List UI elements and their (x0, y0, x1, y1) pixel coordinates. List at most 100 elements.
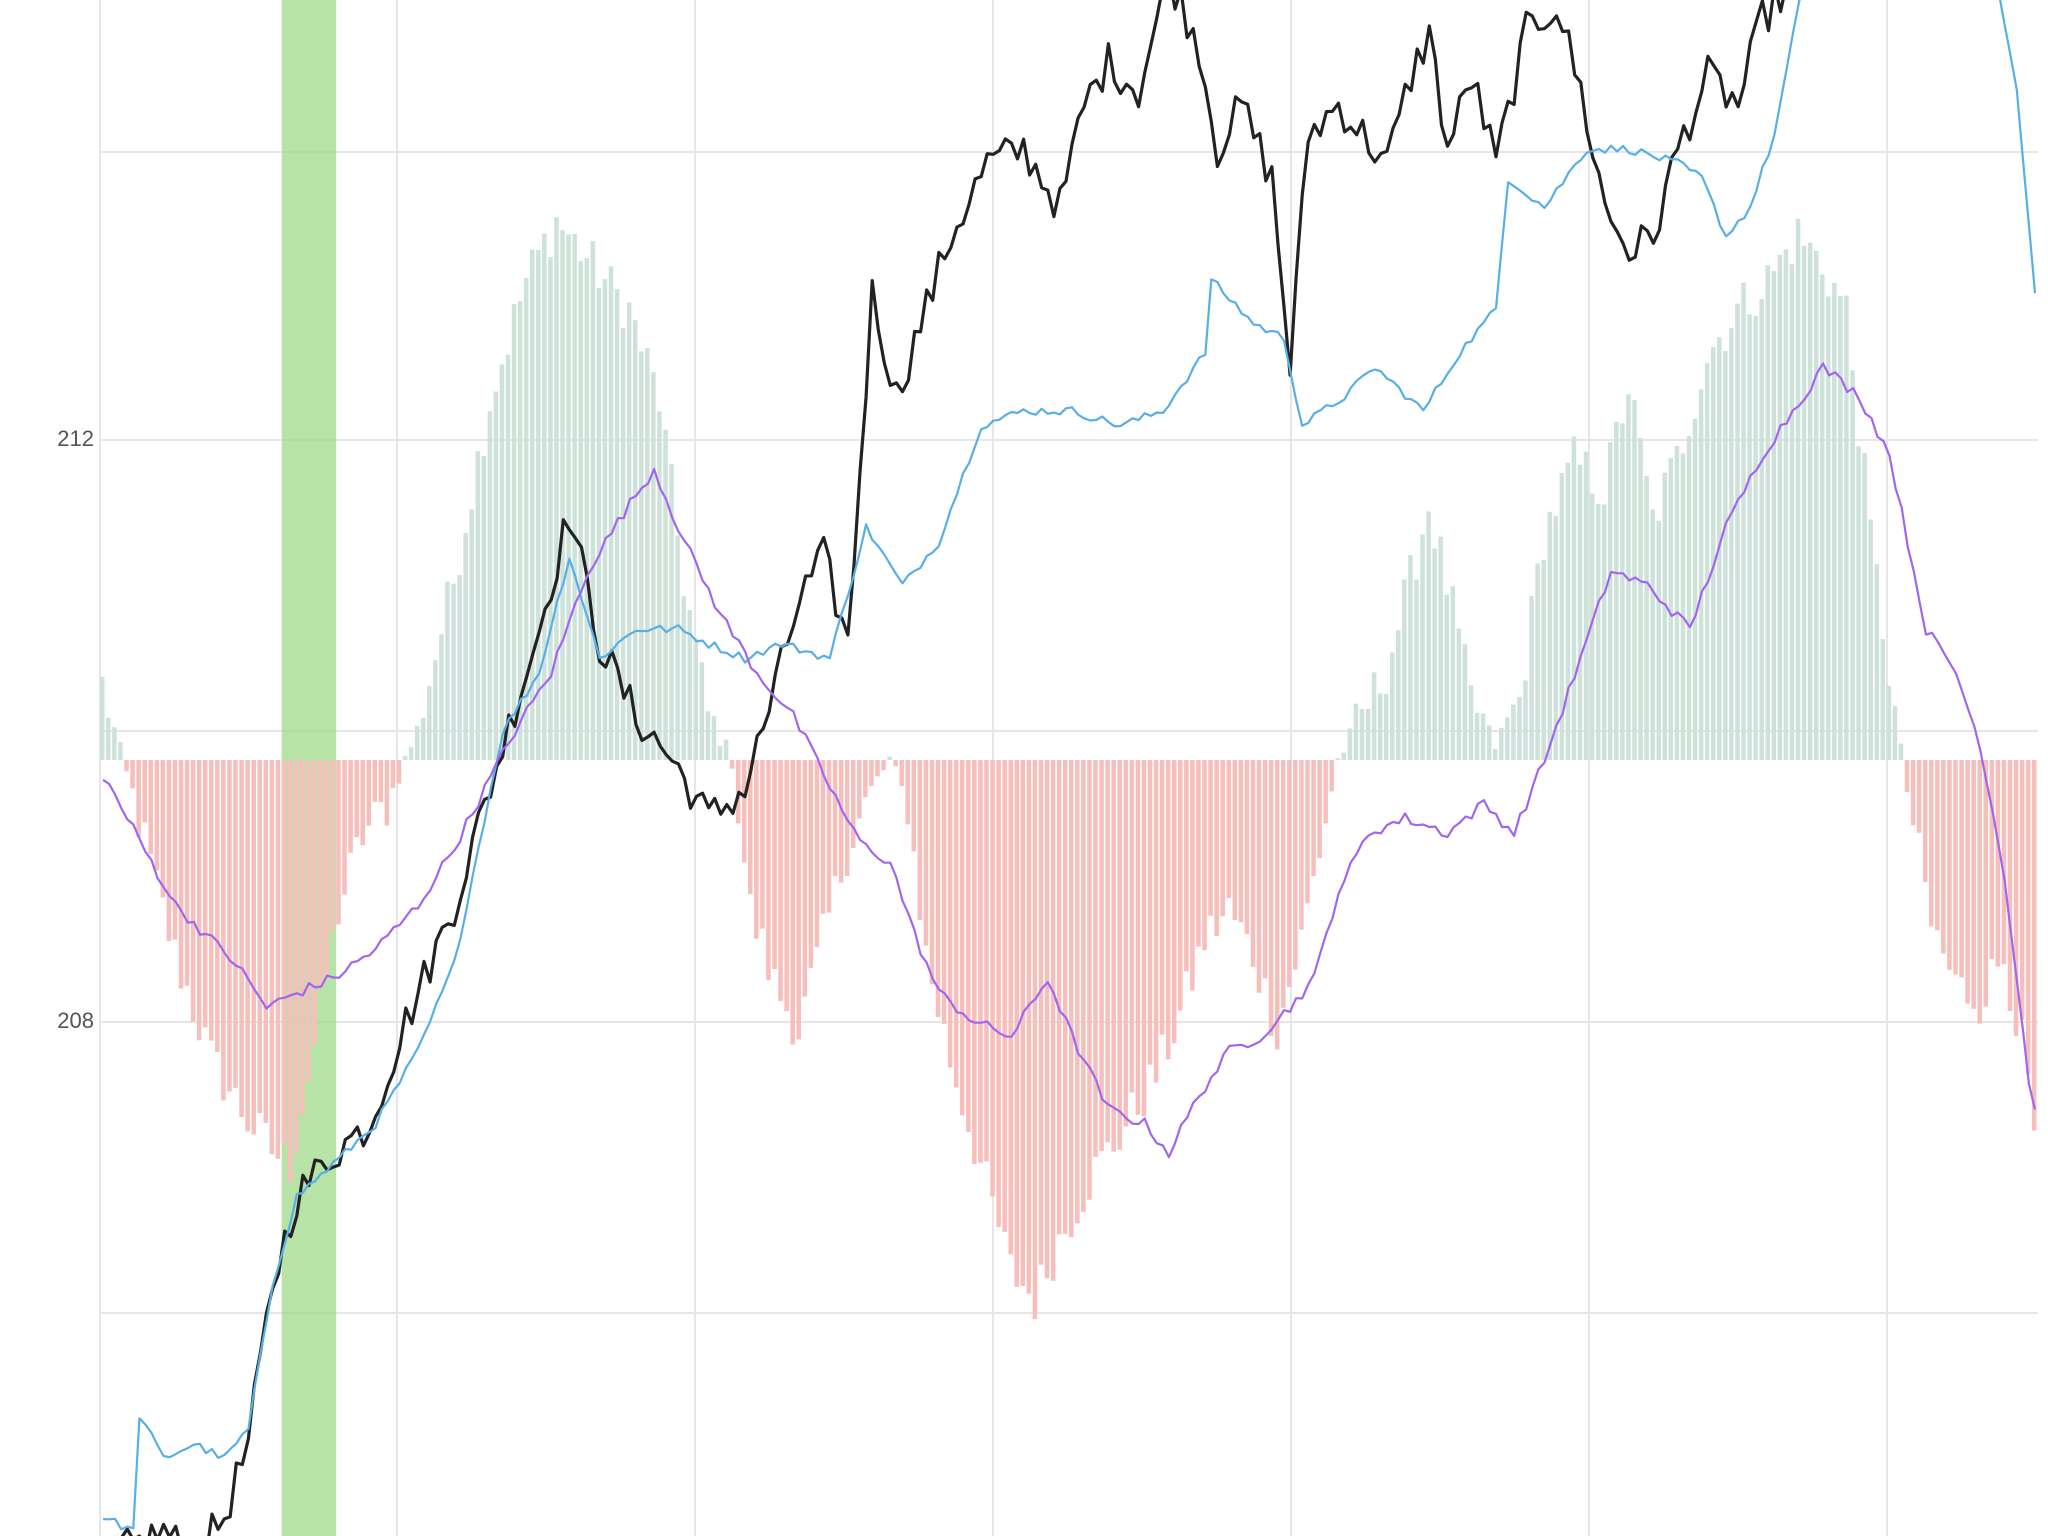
histogram-bar (1904, 760, 1910, 792)
histogram-bar (1777, 254, 1783, 760)
histogram-bar (1056, 760, 1062, 1235)
histogram-bar (390, 760, 396, 789)
histogram-bar (1305, 760, 1310, 904)
histogram-bar (154, 760, 160, 871)
histogram-bar (905, 760, 911, 825)
histogram-bar (838, 760, 844, 883)
histogram-bar (1832, 282, 1837, 760)
histogram-bar (632, 320, 638, 760)
histogram-bar (1656, 520, 1661, 760)
y-axis: 212 208 (57, 426, 94, 1033)
y-tick-label-212: 212 (57, 426, 94, 451)
histogram-bar (1910, 760, 1916, 826)
histogram-bar (221, 760, 226, 1101)
histogram-bar (1547, 511, 1552, 760)
histogram-bar (1220, 760, 1225, 917)
histogram-bar (293, 760, 299, 1153)
histogram-bar (311, 760, 317, 1045)
histogram-bar (360, 760, 365, 846)
histogram-bar (330, 760, 335, 931)
histogram-bar (124, 760, 129, 772)
histogram-bar (1135, 760, 1141, 1115)
histogram-bar (693, 638, 699, 760)
histogram-bar (1517, 696, 1522, 760)
histogram-bar (1941, 760, 1946, 954)
histogram-bar (1420, 534, 1425, 760)
histogram-bar (1256, 760, 1262, 993)
histogram-bar (281, 760, 287, 1144)
histogram-bar (1050, 760, 1056, 1281)
histogram-bar (850, 760, 856, 848)
histogram-bar (1535, 563, 1540, 760)
histogram-bar (148, 760, 153, 855)
histogram-bar (529, 249, 535, 761)
histogram-bar (1801, 245, 1807, 761)
histogram-bar (875, 760, 880, 777)
histogram-bar (1099, 760, 1104, 1151)
histogram-bar (1165, 760, 1171, 1060)
histogram-bar (826, 760, 832, 913)
histogram-bar (1184, 760, 1189, 972)
histogram-bar (366, 760, 372, 826)
histogram-bar (1123, 760, 1129, 1127)
histogram-bar (457, 575, 462, 760)
histogram-bar (433, 660, 438, 760)
histogram-bar (1953, 760, 1958, 975)
histogram-bar (1916, 760, 1922, 833)
histogram-bar (112, 727, 117, 760)
histogram-bar (1523, 680, 1528, 760)
histogram-bar (493, 391, 499, 760)
histogram-bar (899, 760, 904, 787)
histogram-bar (269, 760, 275, 1155)
histogram-bar (451, 583, 456, 760)
histogram-bar (1826, 296, 1831, 760)
histogram-bar (1735, 303, 1740, 760)
histogram-bar (1026, 760, 1032, 1294)
histogram-bar (984, 760, 989, 1162)
histogram-bar (499, 364, 505, 760)
histogram-bar (614, 289, 620, 760)
histogram-bar (1408, 555, 1413, 760)
histogram-bar (324, 760, 329, 980)
histogram-bar (548, 257, 553, 760)
histogram-bar (1274, 760, 1280, 1050)
histogram-bar (299, 760, 305, 1115)
histogram-bar (1874, 564, 1880, 760)
histogram-bar (1601, 504, 1607, 760)
histogram-bar (1759, 299, 1764, 760)
histogram-bar (318, 760, 323, 987)
histogram-bar (1299, 760, 1304, 930)
histogram-bar (1898, 743, 1904, 760)
histogram-bar (505, 354, 511, 760)
histogram-bar (657, 411, 662, 760)
histogram-bar (1583, 451, 1589, 760)
histogram-bar (1692, 418, 1698, 760)
histogram-bar (1226, 760, 1231, 899)
histogram-bar (1698, 389, 1704, 760)
histogram-bar (560, 230, 565, 760)
histogram-bar (1147, 760, 1153, 1065)
histogram-bar (1498, 727, 1504, 760)
y-tick-label-208: 208 (57, 1008, 94, 1033)
histogram-bar (1159, 760, 1165, 1035)
histogram-bar (166, 760, 172, 942)
histogram-bar (1595, 503, 1601, 760)
histogram-bar (463, 533, 468, 760)
histogram-bar (1747, 314, 1752, 760)
blue-line (102, 0, 2037, 1531)
histogram-bar (887, 756, 892, 760)
histogram-bar (675, 535, 680, 760)
histogram-bar (1620, 423, 1625, 760)
histogram-bar (384, 760, 390, 826)
histogram-bar (1335, 758, 1341, 760)
histogram-bar (1214, 760, 1219, 937)
histogram-bar (941, 760, 947, 1025)
histogram-bar (1402, 579, 1407, 760)
histogram-bar (572, 233, 577, 760)
histogram-bar (2025, 760, 2031, 1075)
histogram-bar (1008, 760, 1013, 1255)
histogram-bar (1529, 595, 1534, 760)
histogram-bar (1959, 760, 1964, 978)
histogram-bar (1377, 693, 1383, 760)
histogram-bar (1771, 271, 1777, 760)
